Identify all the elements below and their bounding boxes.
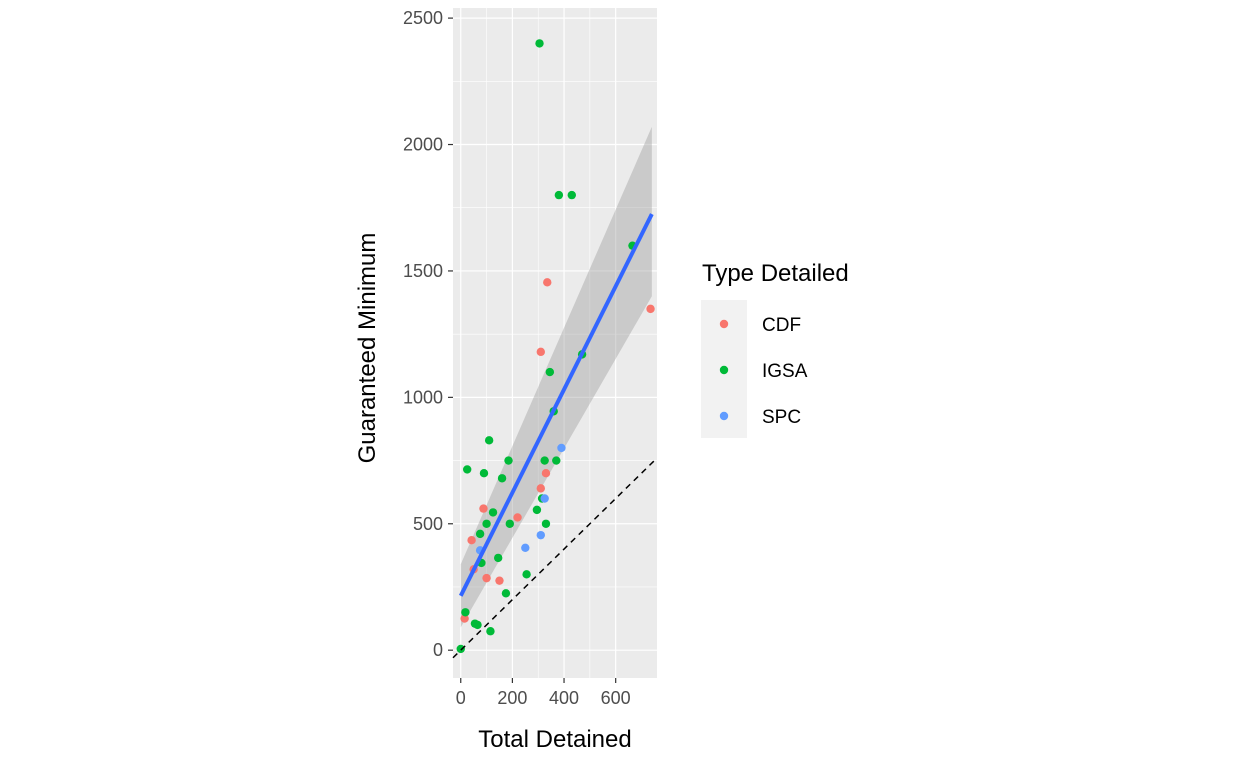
data-point-cdf xyxy=(536,484,545,493)
data-point-igsa xyxy=(456,644,465,654)
data-point-igsa xyxy=(488,508,498,517)
legend-title: Type Detailed xyxy=(702,260,849,287)
data-point-igsa xyxy=(505,519,515,528)
data-point-cdf xyxy=(467,536,476,545)
data-point-cdf xyxy=(482,573,491,583)
x-tick-label: 400 xyxy=(549,688,579,708)
data-point-igsa xyxy=(479,469,489,478)
data-point-cdf xyxy=(460,614,469,623)
data-point-igsa xyxy=(461,608,470,617)
data-point-igsa xyxy=(504,456,513,465)
y-tick-label: 2000 xyxy=(403,135,443,155)
data-point-igsa xyxy=(486,627,495,636)
legend-key-igsa xyxy=(719,365,729,375)
reference-line xyxy=(452,457,658,659)
data-point-igsa xyxy=(475,529,485,539)
x-tick-label: 600 xyxy=(601,688,631,708)
x-tick-label: 200 xyxy=(497,688,527,708)
y-tick-label: 2500 xyxy=(403,8,443,28)
fit-lines xyxy=(452,213,658,659)
y-tick-label: 1000 xyxy=(403,387,443,407)
data-point-igsa xyxy=(540,456,549,465)
data-point-spc xyxy=(536,530,545,540)
legend-entries: CDF IGSA SPC xyxy=(719,315,808,428)
data-point-igsa xyxy=(497,474,507,483)
data-point-cdf xyxy=(479,504,488,513)
data-point-igsa xyxy=(535,39,544,48)
legend-key-cdf xyxy=(719,319,729,329)
y-tick-label: 1500 xyxy=(403,261,443,281)
data-point-spc xyxy=(540,494,549,503)
panel-background xyxy=(453,8,657,678)
legend: Type Detailed CDF IGSA SPC xyxy=(701,260,849,438)
data-point-igsa xyxy=(567,190,576,200)
x-axis-title: Total Detained xyxy=(478,726,631,753)
data-point-igsa xyxy=(473,620,482,630)
data-point-igsa xyxy=(522,570,531,579)
minor-gridlines xyxy=(453,8,657,678)
data-point-cdf xyxy=(513,513,522,522)
data-point-cdf xyxy=(495,576,504,585)
data-point-igsa xyxy=(482,519,491,528)
data-point-igsa xyxy=(501,589,511,598)
data-point-spc xyxy=(521,543,530,552)
legend-label-cdf: CDF xyxy=(762,315,801,336)
y-tick-label: 0 xyxy=(433,640,443,660)
regression-line xyxy=(458,213,654,597)
data-point-spc xyxy=(557,443,566,453)
legend-label-spc: SPC xyxy=(762,407,801,428)
data-point-igsa xyxy=(493,553,503,563)
data-point-igsa xyxy=(545,367,555,377)
data-point-cdf xyxy=(541,469,551,478)
data-points xyxy=(456,39,655,654)
major-gridlines xyxy=(453,8,657,678)
legend-key-spc xyxy=(719,411,729,421)
axes: 0 200 400 600 0 500 1000 1500 2000 2500 xyxy=(403,8,631,708)
data-point-igsa xyxy=(484,436,494,445)
series-igsa xyxy=(456,39,637,654)
data-point-igsa xyxy=(552,456,561,465)
legend-label-igsa: IGSA xyxy=(762,361,808,382)
data-point-cdf xyxy=(543,278,552,287)
data-point-igsa xyxy=(463,465,472,474)
y-axis-title: Guaranteed Minimum xyxy=(354,233,381,464)
y-tick-label: 500 xyxy=(413,514,443,534)
x-tick-label: 0 xyxy=(456,688,466,708)
data-point-igsa xyxy=(541,519,551,528)
data-point-cdf xyxy=(646,304,655,314)
data-point-igsa xyxy=(532,505,542,515)
data-point-igsa xyxy=(554,190,564,200)
data-point-cdf xyxy=(536,347,545,357)
